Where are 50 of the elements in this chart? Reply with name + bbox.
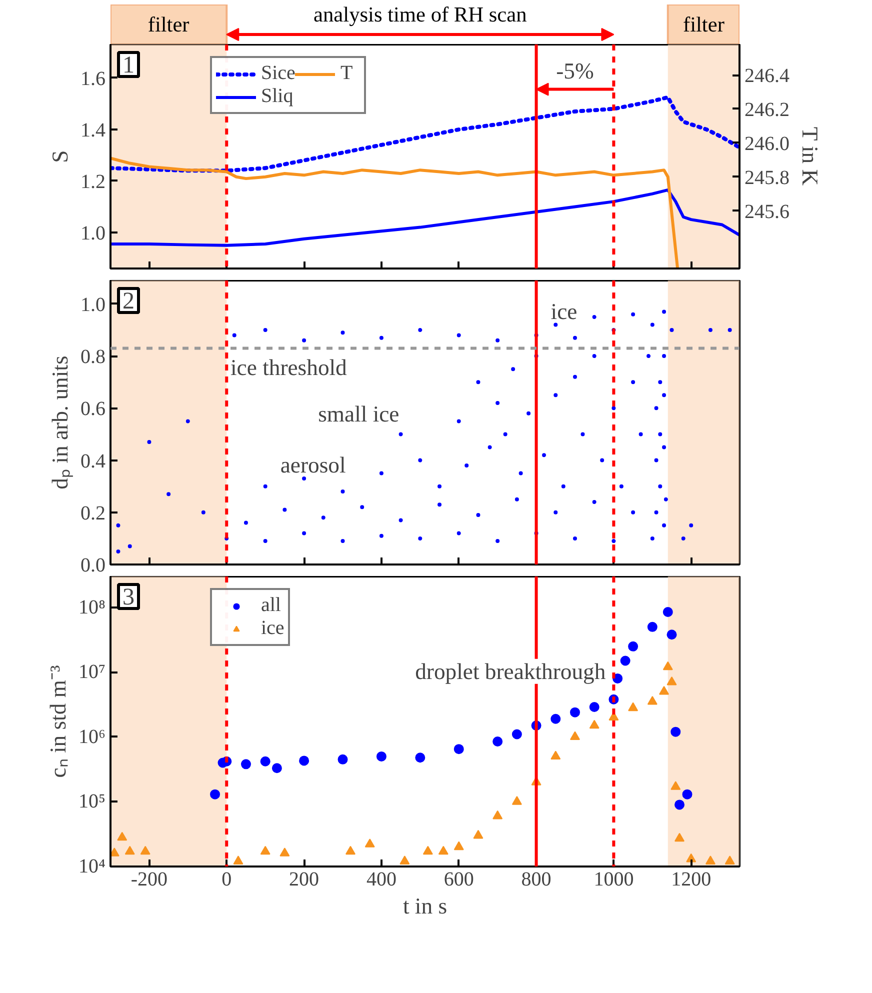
x-tick-label: -200 (130, 868, 168, 890)
x-tick-label: 1200 (671, 868, 712, 890)
annotation: droplet breakthrough (415, 658, 606, 684)
band-label: filter (682, 12, 724, 36)
y-tick-label: 1.4 (80, 119, 106, 142)
annotation: aerosol (280, 452, 346, 478)
band-label: filter (148, 12, 190, 36)
ref-line-label: ice threshold (230, 355, 348, 380)
y-tick-label: 10⁷ (78, 661, 106, 684)
y-tick-label: 1.6 (80, 68, 106, 90)
annotation: 1 (122, 52, 134, 78)
x-tick-label: 1000 (594, 868, 634, 890)
annotation: small ice (318, 401, 400, 426)
legend-label: T (340, 62, 354, 85)
y-tick-label: 0.2 (80, 502, 106, 524)
y-axis-title: cₙ in std m⁻³ (46, 665, 71, 778)
x-tick-label: 0 (222, 868, 232, 890)
legend-label: ice (261, 617, 284, 640)
y2-tick-label: 245.8 (744, 166, 790, 189)
y-tick-label: 1.2 (80, 170, 106, 193)
y-tick-label: 1.0 (80, 294, 106, 316)
annotation: ice (550, 299, 578, 324)
y-tick-label: 10⁶ (78, 726, 106, 748)
annotation: 3 (122, 584, 134, 610)
x-tick-label: 600 (444, 868, 474, 890)
x-tick-label: 200 (289, 868, 320, 890)
y-axis-title: dₚ in arb. units (48, 356, 74, 490)
legend-label: all (261, 594, 281, 617)
legend-label: Sice (261, 62, 296, 85)
y2-axis-title: T in K (798, 126, 822, 186)
x-tick-label: 400 (366, 868, 396, 890)
y2-tick-label: 246.4 (744, 65, 790, 88)
x-axis-title: t in s (402, 894, 448, 918)
y-tick-label: 1.0 (80, 222, 106, 244)
y2-tick-label: 246.0 (744, 132, 790, 155)
y-tick-label: 10⁵ (78, 790, 106, 813)
annotation: 2 (122, 288, 134, 314)
x-tick-label: 800 (521, 868, 552, 890)
y2-tick-label: 246.2 (744, 98, 790, 121)
y-tick-label: 0.4 (80, 450, 106, 472)
y-tick-label: 0.0 (80, 554, 106, 576)
annotation: -5% (556, 58, 594, 84)
legend-label: Sliq (261, 85, 294, 108)
y-tick-label: 10⁴ (78, 856, 106, 878)
y-tick-label: 10⁸ (78, 596, 106, 618)
y-tick-label: 0.6 (80, 398, 106, 420)
y-tick-label: 0.8 (80, 346, 106, 368)
text: analysis time of RH scan (314, 2, 528, 26)
y2-tick-label: 245.6 (744, 200, 790, 223)
y-axis-title: S (48, 150, 72, 163)
